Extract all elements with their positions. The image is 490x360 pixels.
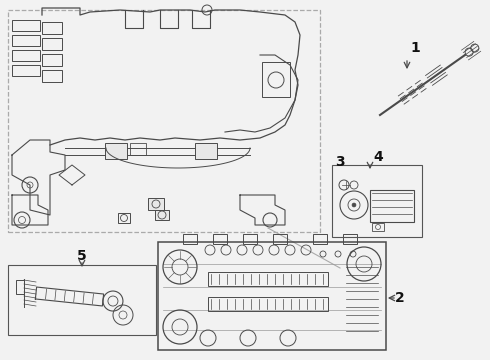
Bar bbox=[12, 65, 40, 76]
Bar bbox=[208, 272, 328, 286]
Bar bbox=[208, 297, 328, 311]
Bar bbox=[105, 143, 127, 159]
Bar bbox=[130, 143, 146, 155]
Text: 5: 5 bbox=[77, 249, 87, 263]
Text: 2: 2 bbox=[395, 291, 405, 305]
Bar bbox=[42, 54, 62, 66]
Bar bbox=[332, 165, 422, 237]
Bar bbox=[42, 22, 62, 34]
Bar bbox=[195, 143, 217, 159]
Bar bbox=[313, 234, 327, 244]
Text: 4: 4 bbox=[373, 150, 383, 164]
Bar bbox=[118, 213, 130, 223]
Bar bbox=[42, 70, 62, 82]
Bar bbox=[148, 198, 164, 210]
Bar bbox=[16, 280, 24, 294]
Bar bbox=[262, 62, 290, 97]
Bar bbox=[273, 234, 287, 244]
Bar bbox=[372, 223, 384, 231]
Bar bbox=[8, 265, 156, 335]
Bar bbox=[42, 38, 62, 50]
Circle shape bbox=[352, 203, 356, 207]
Bar bbox=[243, 234, 257, 244]
Bar bbox=[8, 10, 320, 232]
Bar bbox=[343, 234, 357, 244]
Bar bbox=[12, 20, 40, 31]
Bar bbox=[370, 190, 414, 222]
Bar bbox=[158, 242, 386, 350]
Bar bbox=[213, 234, 227, 244]
Text: 3: 3 bbox=[335, 155, 345, 169]
Text: 1: 1 bbox=[410, 41, 420, 55]
Bar bbox=[12, 35, 40, 46]
Bar bbox=[12, 50, 40, 61]
Bar bbox=[183, 234, 197, 244]
Bar bbox=[155, 210, 169, 220]
